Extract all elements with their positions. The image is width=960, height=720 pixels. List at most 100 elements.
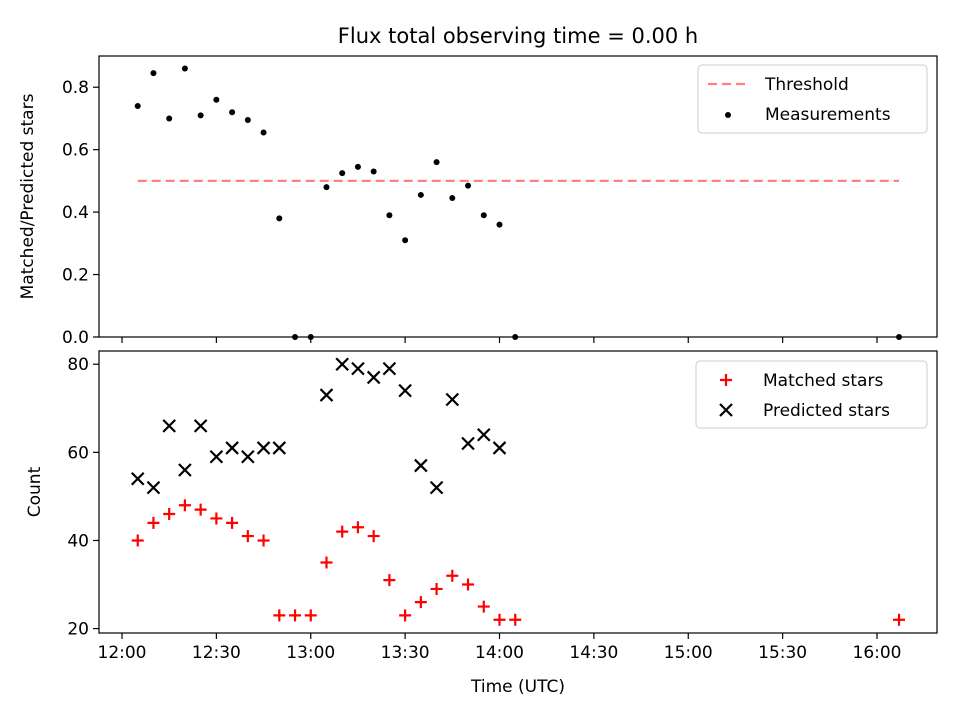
measurement-point — [134, 102, 141, 109]
measurement-point — [496, 221, 503, 228]
bottom-panel: 20 40 60 80 Count 12:00 12:30 13:00 13:30 14:00 14… — [25, 350, 938, 697]
x-tick-label: 14:00 — [475, 643, 524, 663]
predicted-star-point — [241, 449, 255, 464]
measurement-point — [307, 334, 314, 340]
top-points — [134, 65, 903, 340]
measurement-point — [260, 129, 267, 136]
y-tick-label: 0.2 — [62, 266, 89, 286]
predicted-star-point — [461, 436, 475, 451]
x-tick-label: 16:00 — [853, 643, 902, 663]
measurement-point — [354, 163, 361, 170]
top-panel: 0.0 0.2 0.4 0.6 0.8 Matched/Predicted stars Th… — [18, 55, 938, 348]
y-tick-label: 0.6 — [62, 141, 89, 161]
predicted-star-point — [398, 383, 412, 398]
y-axis-label: Count — [25, 466, 45, 517]
measurement-point — [166, 115, 173, 122]
predicted-star-point — [146, 480, 161, 495]
x-tick-label: 12:30 — [192, 643, 241, 663]
predicted-star-point — [319, 388, 334, 402]
predicted-star-point — [209, 449, 224, 464]
matched-star-point — [273, 609, 286, 622]
matched-star-point — [257, 534, 270, 547]
matched-star-point — [241, 530, 254, 543]
measurement-point — [197, 112, 204, 119]
y-tick-label: 60 — [67, 443, 89, 463]
matched-star-point — [477, 600, 490, 613]
measurement-point — [181, 65, 188, 72]
x-tick-label: 15:00 — [664, 643, 713, 663]
matched-star-point — [493, 613, 506, 626]
measurement-point — [370, 168, 377, 175]
matched-star-point — [399, 609, 412, 622]
measurement-point — [292, 334, 299, 340]
legend-measurements-swatch — [725, 112, 731, 118]
y-tick-label: 40 — [67, 531, 89, 551]
measurement-point — [244, 117, 251, 124]
matched-star-point — [509, 613, 522, 626]
measurement-point — [896, 334, 903, 340]
legend-matched-swatch — [720, 374, 732, 386]
x-tick-label: 13:30 — [381, 643, 430, 663]
predicted-star-point — [178, 463, 192, 477]
predicted-star-point — [429, 480, 444, 495]
legend-threshold-label: Threshold — [764, 75, 849, 95]
measurement-point — [417, 191, 424, 198]
matched-star-point — [430, 582, 443, 595]
matched-star-point — [367, 530, 380, 543]
measurement-point — [229, 109, 236, 116]
predicted-star-point — [382, 361, 397, 376]
y-tick-label: 20 — [67, 620, 89, 640]
measurement-point — [386, 212, 393, 219]
matched-star-point — [147, 516, 160, 529]
matched-star-point — [446, 569, 459, 582]
matched-star-point — [178, 499, 191, 512]
matched-star-point — [131, 534, 144, 547]
y-tick-label: 0.4 — [62, 203, 89, 223]
predicted-star-point — [414, 458, 428, 473]
matched-star-point — [893, 613, 906, 626]
predicted-star-point — [351, 361, 365, 376]
predicted-star-point — [476, 427, 491, 442]
predicted-star-point — [492, 441, 507, 455]
predicted-star-point — [335, 357, 349, 371]
y-tick-label: 0.0 — [62, 328, 89, 348]
measurement-point — [402, 237, 409, 244]
measurement-point — [323, 184, 330, 191]
legend-matched-label: Matched stars — [763, 371, 883, 391]
x-tick-label: 12:00 — [98, 643, 147, 663]
matched-star-point — [351, 521, 364, 534]
matched-star-point — [210, 512, 223, 525]
matched-star-point — [163, 508, 176, 521]
measurement-point — [150, 70, 157, 77]
measurement-point — [213, 96, 220, 103]
x-tick-label: 15:30 — [758, 643, 807, 663]
matched-stars-series — [131, 499, 906, 626]
predicted-star-point — [193, 419, 208, 433]
predicted-star-point — [162, 419, 176, 433]
matched-star-point — [194, 503, 207, 516]
measurement-point — [465, 182, 472, 189]
bottom-axes-frame — [98, 350, 938, 634]
measurement-point — [512, 334, 519, 340]
predicted-star-point — [130, 472, 145, 486]
y-axis-label: Matched/Predicted stars — [18, 93, 38, 299]
measurement-point — [433, 159, 440, 166]
matched-star-point — [226, 516, 239, 529]
predicted-star-point — [256, 441, 271, 455]
matched-star-point — [462, 578, 475, 591]
legend-predicted-swatch — [719, 403, 733, 417]
y-tick-label: 80 — [67, 355, 89, 375]
x-tick-label: 13:00 — [286, 643, 335, 663]
predicted-star-point — [272, 441, 287, 455]
matched-star-point — [289, 609, 302, 622]
predicted-star-point — [445, 392, 460, 407]
top-legend: Threshold Measurements — [697, 64, 928, 134]
measurement-point — [449, 195, 456, 202]
y-tick-label: 0.8 — [62, 78, 89, 98]
measurement-point — [276, 215, 283, 222]
matched-star-point — [304, 609, 317, 622]
predicted-star-point — [225, 441, 239, 455]
bottom-legend: Matched stars Predicted stars — [695, 360, 928, 429]
legend-measurements-label: Measurements — [765, 105, 891, 125]
